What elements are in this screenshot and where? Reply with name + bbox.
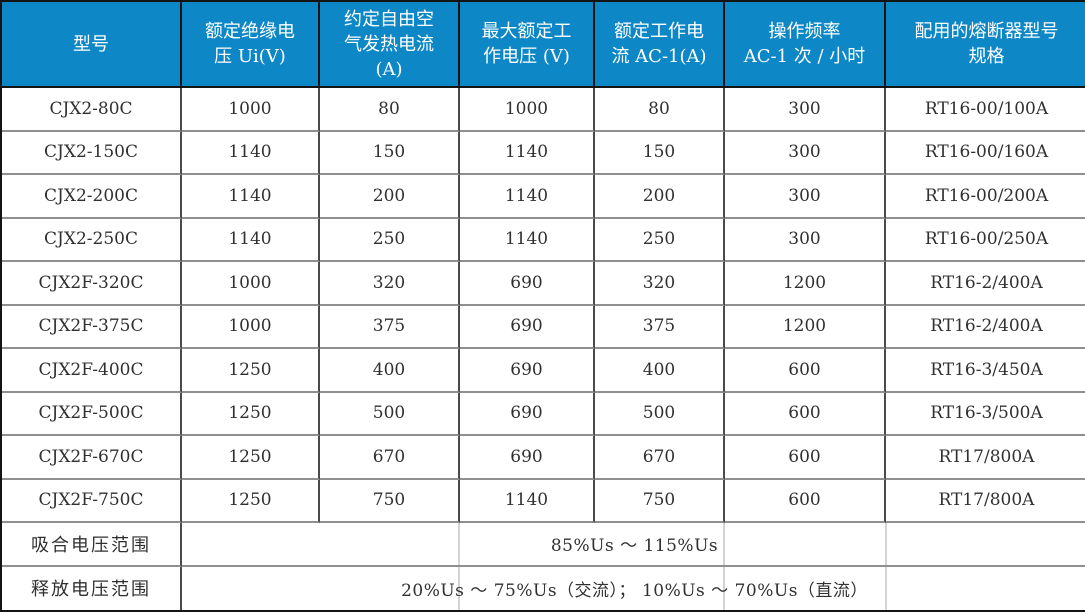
table-cell: 1140 xyxy=(460,218,595,262)
model-cell: CJX2F-750C xyxy=(2,479,182,523)
header-row: 型号 额定绝缘电 压 Ui(V) 约定自由空 气发热电流 (A) 最大额定工 作… xyxy=(2,2,1085,88)
table-cell: 690 xyxy=(460,305,595,349)
column-header-model: 型号 xyxy=(2,2,182,88)
table-cell: 500 xyxy=(320,392,460,436)
footer-value: 85%Us ～ 115%Us xyxy=(182,523,1085,567)
table-row: CJX2F-670C 1250 670 690 670 600 RT17/800… xyxy=(2,436,1085,480)
table-row: CJX2-200C 1140 200 1140 200 300 RT16-00/… xyxy=(2,175,1085,219)
table-cell: 400 xyxy=(320,349,460,393)
table-cell: RT16-00/160A xyxy=(886,131,1085,175)
table-cell: 150 xyxy=(595,131,725,175)
table-cell: RT16-2/400A xyxy=(886,262,1085,306)
table-cell: 1000 xyxy=(182,262,320,306)
table-cell: 750 xyxy=(320,479,460,523)
table-cell: 1140 xyxy=(460,479,595,523)
model-cell: CJX2F-400C xyxy=(2,349,182,393)
footer-row-release-voltage: 释放电压范围 20%Us ～ 75%Us（交流）； 10%Us ～ 70%Us（… xyxy=(2,566,1085,610)
table-cell: 1140 xyxy=(460,175,595,219)
table-cell: 690 xyxy=(460,349,595,393)
footer-label: 吸合电压范围 xyxy=(2,523,182,567)
table-cell: 200 xyxy=(595,175,725,219)
table-row: CJX2F-750C 1250 750 1140 750 600 RT17/80… xyxy=(2,479,1085,523)
table-cell: RT16-2/400A xyxy=(886,305,1085,349)
table-cell: 300 xyxy=(725,175,886,219)
model-cell: CJX2F-320C xyxy=(2,262,182,306)
table-cell: 1140 xyxy=(182,175,320,219)
table-cell: 400 xyxy=(595,349,725,393)
table-cell: 80 xyxy=(595,88,725,132)
column-header-fuse-spec: 配用的熔断器型号 规格 xyxy=(886,2,1085,88)
model-cell: CJX2-250C xyxy=(2,218,182,262)
model-cell: CJX2-200C xyxy=(2,175,182,219)
table-cell: 670 xyxy=(595,436,725,480)
model-cell: CJX2-80C xyxy=(2,88,182,132)
model-cell: CJX2F-375C xyxy=(2,305,182,349)
table-cell: 150 xyxy=(320,131,460,175)
table-cell: RT16-3/450A xyxy=(886,349,1085,393)
table-cell: RT16-3/500A xyxy=(886,392,1085,436)
table-row: CJX2-250C 1140 250 1140 250 300 RT16-00/… xyxy=(2,218,1085,262)
table-cell: 300 xyxy=(725,88,886,132)
column-header-working-current: 额定工作电 流 AC-1(A) xyxy=(595,2,725,88)
table-cell: 375 xyxy=(320,305,460,349)
column-header-max-working-voltage: 最大额定工 作电压 (V) xyxy=(460,2,595,88)
table-cell: 1140 xyxy=(182,131,320,175)
model-cell: CJX2F-670C xyxy=(2,436,182,480)
table-cell: 1000 xyxy=(460,88,595,132)
table-row: CJX2F-400C 1250 400 690 400 600 RT16-3/4… xyxy=(2,349,1085,393)
table-cell: 200 xyxy=(320,175,460,219)
table-row: CJX2-80C 1000 80 1000 80 300 RT16-00/100… xyxy=(2,88,1085,132)
table-cell: 300 xyxy=(725,131,886,175)
column-header-operation-frequency: 操作频率 AC-1 次 / 小时 xyxy=(725,2,886,88)
table-cell: 1000 xyxy=(182,88,320,132)
table-cell: 1200 xyxy=(725,305,886,349)
column-header-insulation-voltage: 额定绝缘电 压 Ui(V) xyxy=(182,2,320,88)
table-cell: 250 xyxy=(320,218,460,262)
footer-value: 20%Us ～ 75%Us（交流）； 10%Us ～ 70%Us（直流） xyxy=(182,566,1085,610)
table-cell: 1140 xyxy=(460,131,595,175)
table-cell: 320 xyxy=(320,262,460,306)
table-cell: 600 xyxy=(725,392,886,436)
footer-label: 释放电压范围 xyxy=(2,566,182,610)
table-cell: 750 xyxy=(595,479,725,523)
table-cell: 1250 xyxy=(182,436,320,480)
footer-row-pickup-voltage: 吸合电压范围 85%Us ～ 115%Us xyxy=(2,523,1085,567)
table-row: CJX2-150C 1140 150 1140 150 300 RT16-00/… xyxy=(2,131,1085,175)
table-cell: RT16-00/100A xyxy=(886,88,1085,132)
table-row: CJX2F-320C 1000 320 690 320 1200 RT16-2/… xyxy=(2,262,1085,306)
table-cell: 1140 xyxy=(182,218,320,262)
table-cell: 300 xyxy=(725,218,886,262)
model-cell: CJX2-150C xyxy=(2,131,182,175)
table-cell: 600 xyxy=(725,479,886,523)
table-cell: 1250 xyxy=(182,479,320,523)
table-row: CJX2F-500C 1250 500 690 500 600 RT16-3/5… xyxy=(2,392,1085,436)
table-cell: RT17/800A xyxy=(886,479,1085,523)
table-cell: 690 xyxy=(460,392,595,436)
table-cell: RT17/800A xyxy=(886,436,1085,480)
table-cell: 500 xyxy=(595,392,725,436)
table-cell: 1250 xyxy=(182,349,320,393)
column-header-thermal-current: 约定自由空 气发热电流 (A) xyxy=(320,2,460,88)
table-row: CJX2F-375C 1000 375 690 375 1200 RT16-2/… xyxy=(2,305,1085,349)
table-cell: 600 xyxy=(725,349,886,393)
model-cell: CJX2F-500C xyxy=(2,392,182,436)
table-cell: 600 xyxy=(725,436,886,480)
table-cell: 1200 xyxy=(725,262,886,306)
table-cell: 690 xyxy=(460,262,595,306)
table-cell: 670 xyxy=(320,436,460,480)
table-cell: 375 xyxy=(595,305,725,349)
table-cell: RT16-00/250A xyxy=(886,218,1085,262)
table-cell: 1000 xyxy=(182,305,320,349)
table-cell: RT16-00/200A xyxy=(886,175,1085,219)
table-cell: 250 xyxy=(595,218,725,262)
table-cell: 320 xyxy=(595,262,725,306)
table-cell: 1250 xyxy=(182,392,320,436)
table-cell: 690 xyxy=(460,436,595,480)
table-cell: 80 xyxy=(320,88,460,132)
